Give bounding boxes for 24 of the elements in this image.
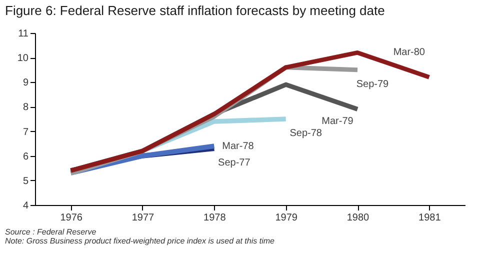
series-label: Sep-78	[290, 128, 322, 139]
y-tick-label: 6	[22, 151, 29, 162]
line-series	[68, 50, 432, 173]
series-label: Mar-80	[393, 47, 426, 58]
y-tick-label: 9	[22, 78, 29, 89]
y-tick-label: 4	[22, 200, 29, 212]
series-label: Mar-79	[322, 116, 354, 128]
chart-title: Figure 6: Federal Reserve staff inflation forecasts by meeting date	[5, 3, 385, 18]
y-tick-label: 8	[22, 102, 29, 114]
y-tick-label: 5	[22, 176, 29, 187]
text: Note: Gross Business product fixed-weighted price index is used at this time	[5, 236, 276, 246]
x-tick-label: 1980	[346, 212, 370, 224]
source-note: Source : Federal Reserve	[5, 228, 97, 236]
x-tick-label: 1977	[132, 212, 155, 224]
series-label: Mar-78	[222, 141, 254, 152]
y-tick-label: 11	[18, 28, 29, 40]
x-tick-label: 1978	[204, 212, 226, 224]
series-label: Sep-77	[218, 157, 251, 168]
x-tick-label: 1976	[60, 212, 83, 224]
x-tick-label: 1979	[275, 212, 298, 224]
y-tick-label: 10	[17, 53, 29, 64]
y-tick-label: 7	[22, 126, 29, 138]
series-label: Sep-79	[356, 78, 390, 90]
x-tick-label: 1981	[418, 212, 442, 224]
